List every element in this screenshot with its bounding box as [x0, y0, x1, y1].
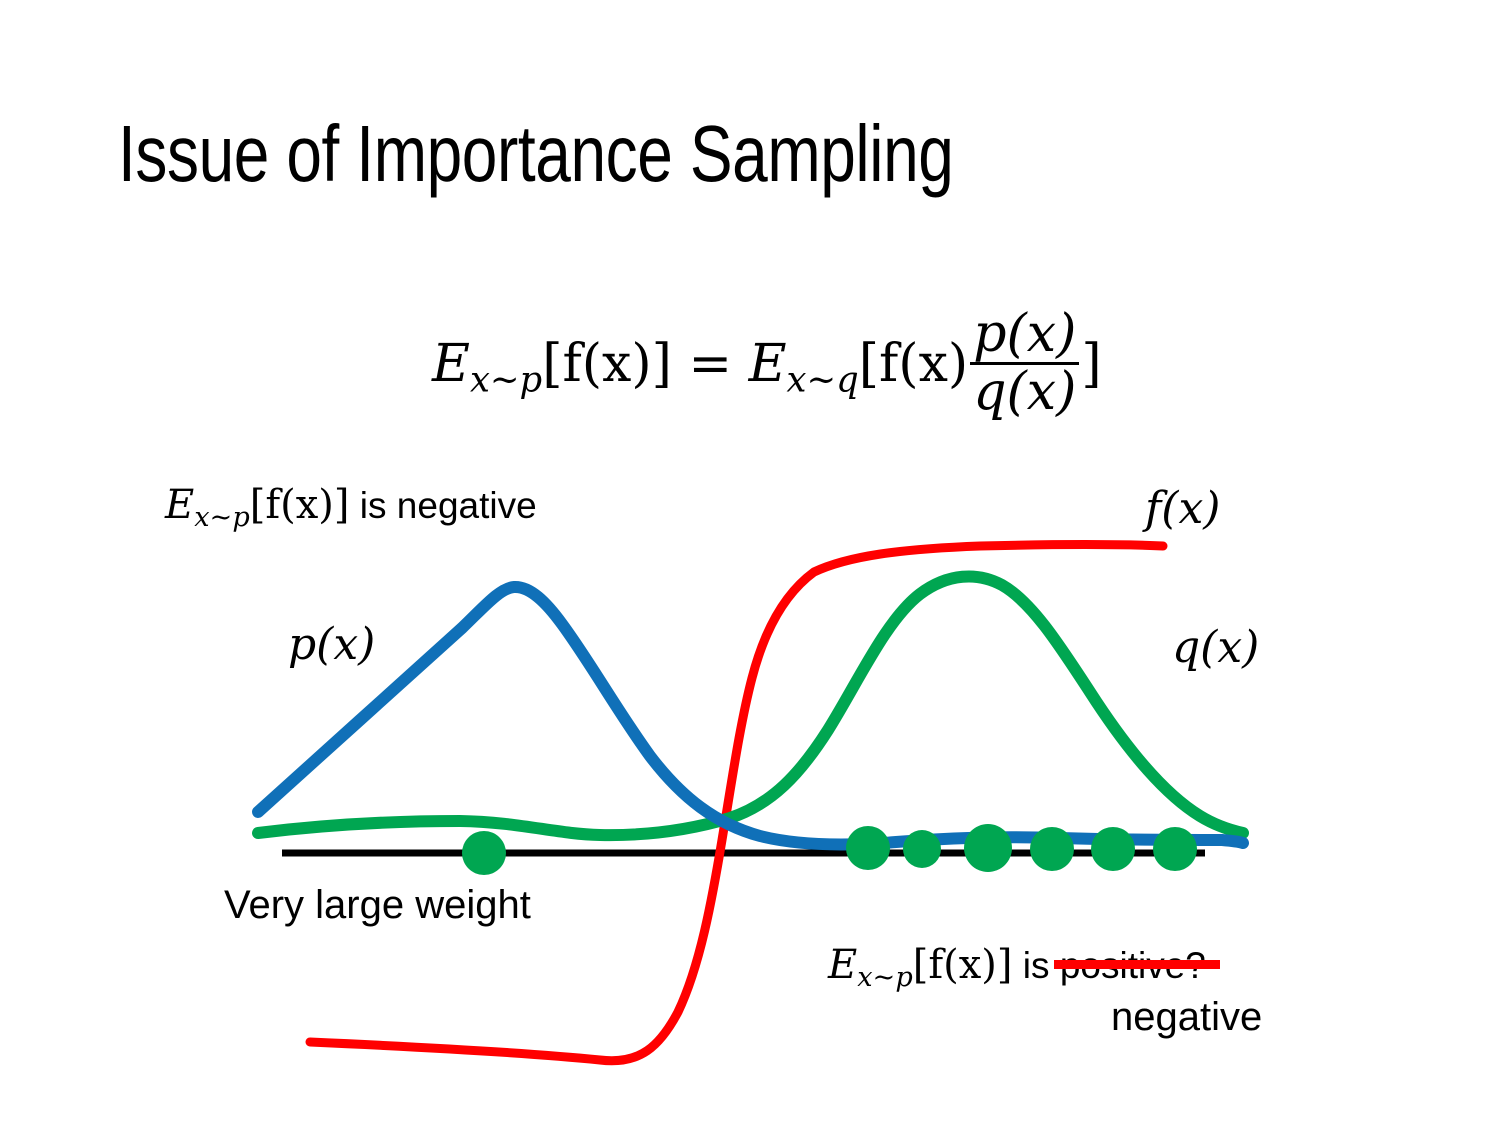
annotation-br-body: [f(x)]: [912, 942, 1013, 988]
annotation-br-E: E: [828, 942, 858, 988]
annotation-expectation-positive-corrected: Ex~p[f(x)] is positive?: [828, 942, 1220, 994]
annotation-left-body: [f(x)]: [249, 482, 350, 528]
main-formula: Ex~p[f(x)] = Ex~q[f(x) p(x) q(x)]: [432, 307, 1102, 423]
curve-label-p-x: p(x): [288, 619, 376, 670]
main-formula-equals: =: [688, 334, 733, 395]
annotation-left-text: is negative: [349, 485, 537, 526]
sample-dot-q-3: [964, 824, 1012, 872]
main-formula-rhs-E: E: [748, 334, 787, 395]
curve-label-q-x: q(x): [1172, 622, 1260, 673]
annotation-br-struck-wrapper: positive?: [1053, 945, 1220, 987]
main-formula-ratio: p(x) q(x): [970, 303, 1080, 419]
curve-f-x: [305, 540, 1168, 1066]
main-formula-rhs-open: [f(x): [858, 334, 969, 395]
curve-label-f-x: f(x): [1145, 483, 1221, 534]
main-formula-rhs-sub: x~q: [786, 359, 859, 401]
sample-dot-q-5: [1091, 827, 1135, 871]
main-formula-numerator: p(x): [973, 303, 1077, 364]
main-formula-lhs-sub: x~p: [469, 359, 543, 401]
annotation-left-E: E: [165, 482, 195, 528]
strikethrough-bar: [1053, 959, 1220, 969]
main-formula-lhs-E: E: [432, 334, 470, 395]
main-formula-denominator: q(x): [970, 361, 1080, 419]
sample-dot-q-6: [1153, 827, 1197, 871]
main-formula-rhs-close: ]: [1081, 334, 1102, 395]
sample-dot-q-4: [1030, 827, 1074, 871]
curve-q-x: [252, 570, 1249, 842]
page-title: Issue of Importance Sampling: [118, 109, 954, 198]
annotation-br-is: is: [1012, 945, 1060, 986]
annotation-very-large-weight: Very large weight: [224, 883, 531, 927]
annotation-left-sub: x~p: [194, 502, 250, 534]
main-formula-lhs-body: [f(x)]: [542, 334, 672, 395]
sample-dot-q-1: [846, 826, 890, 870]
annotation-expectation-negative: Ex~p[f(x)] is negative: [165, 482, 537, 533]
sample-dot-very-large-weight: [462, 831, 506, 875]
sample-dot-q-2: [903, 830, 941, 868]
annotation-br-correction: negative: [1111, 995, 1263, 1039]
annotation-br-sub: x~p: [857, 962, 913, 994]
